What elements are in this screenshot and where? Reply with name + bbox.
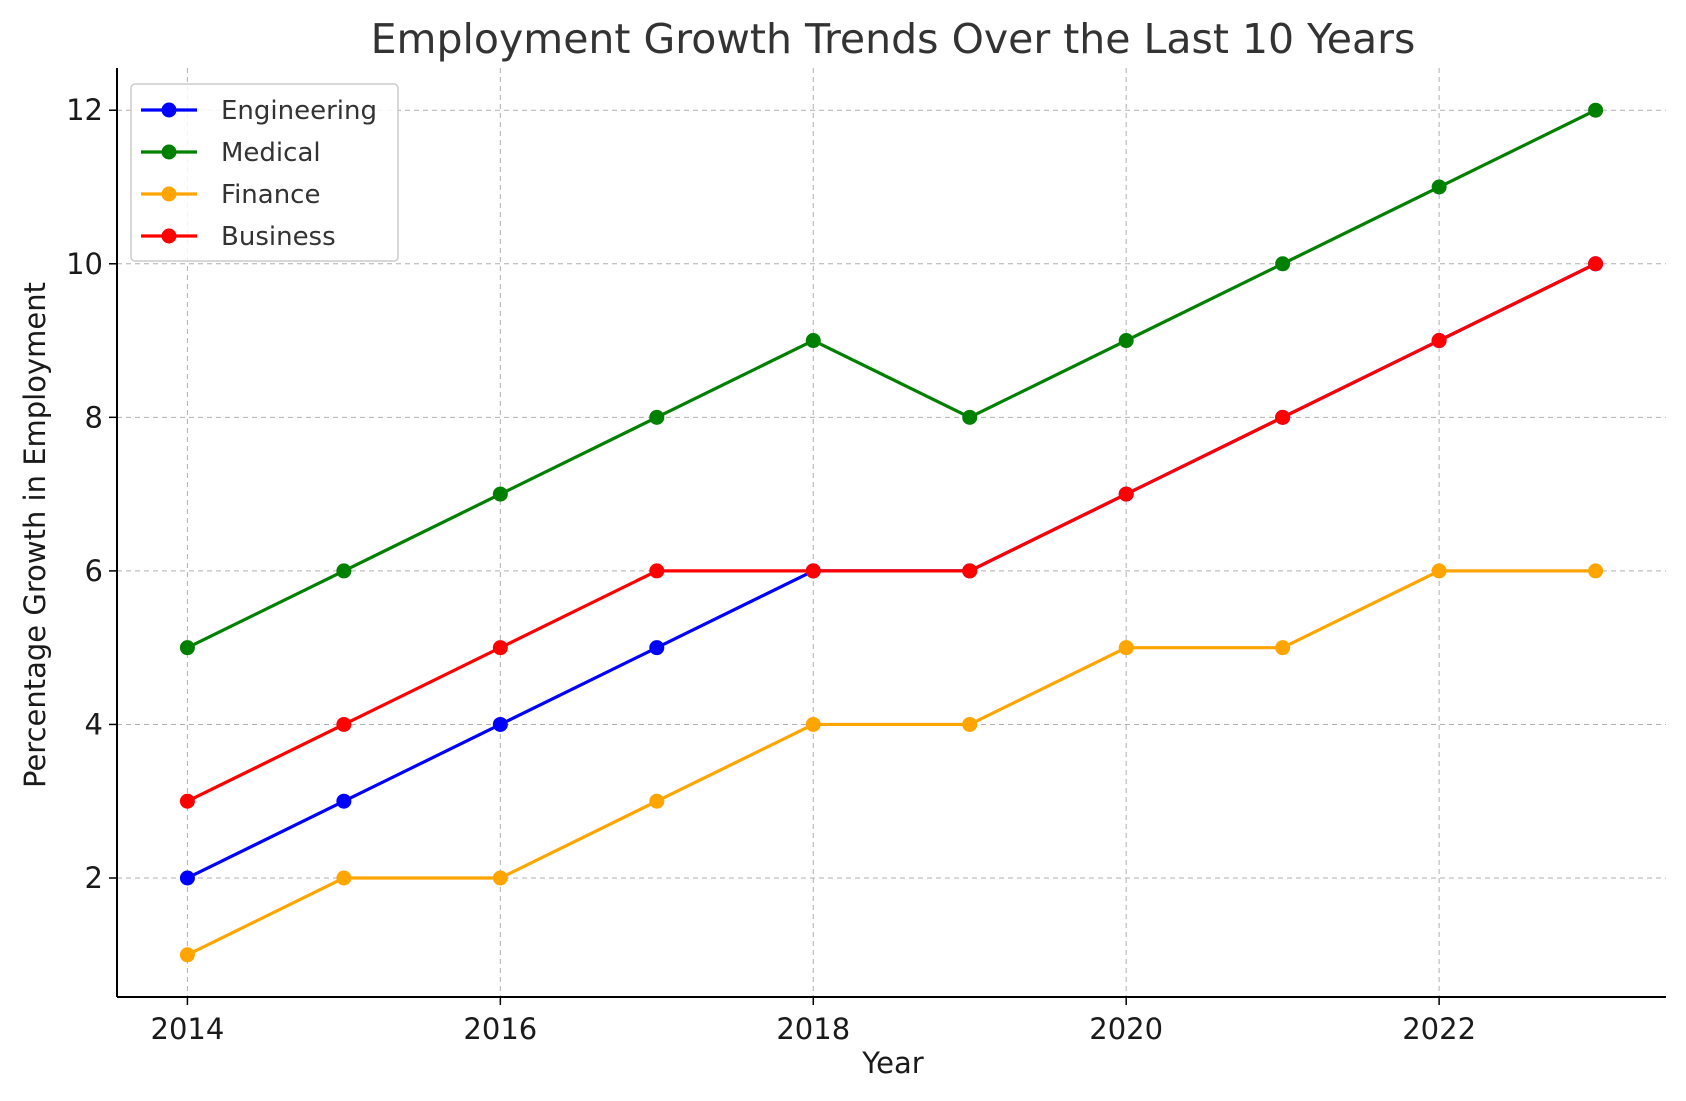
x-tick-label: 2016	[463, 1012, 537, 1046]
data-point	[1275, 409, 1291, 425]
legend: Engineering Medical Finance Business	[130, 83, 399, 262]
data-point	[492, 870, 508, 886]
series-group	[179, 102, 1604, 963]
y-tick-label: 8	[85, 400, 103, 434]
data-point	[649, 409, 665, 425]
data-point	[179, 870, 195, 886]
data-point	[1588, 102, 1604, 118]
axes	[116, 68, 1666, 998]
data-point	[179, 947, 195, 963]
data-point	[179, 640, 195, 656]
series-line	[186, 569, 1596, 957]
series-finance	[179, 563, 1604, 963]
data-point	[805, 333, 821, 349]
legend-item-business: Business	[141, 222, 336, 252]
y-axis-title: Percentage Growth in Employment	[18, 282, 52, 788]
x-tick-label: 2014	[151, 1012, 225, 1046]
legend-swatch-marker	[161, 228, 177, 244]
data-point	[179, 793, 195, 809]
data-point	[805, 716, 821, 732]
data-point	[649, 640, 665, 656]
data-point	[492, 716, 508, 732]
data-point	[1118, 486, 1134, 502]
chart-title: Employment Growth Trends Over the Last 1…	[371, 15, 1416, 63]
y-tick-label: 10	[66, 247, 103, 281]
data-point	[649, 563, 665, 579]
data-point	[1275, 640, 1291, 656]
y-tick-label: 4	[85, 707, 103, 741]
data-point	[1588, 256, 1604, 272]
data-point	[1431, 333, 1447, 349]
data-point	[1118, 333, 1134, 349]
data-point	[492, 486, 508, 502]
y-axis-ticks: 2 4 6 8 10 12	[66, 93, 117, 895]
x-tick-label: 2018	[776, 1012, 850, 1046]
data-point	[336, 793, 352, 809]
legend-label: Engineering	[221, 96, 377, 126]
legend-item-finance: Finance	[141, 180, 320, 210]
legend-item-medical: Medical	[141, 138, 321, 168]
data-point	[649, 793, 665, 809]
legend-box	[130, 83, 399, 262]
data-point	[805, 563, 821, 579]
data-point	[1275, 256, 1291, 272]
data-point	[336, 563, 352, 579]
legend-swatch-marker	[161, 186, 177, 202]
data-point	[962, 716, 978, 732]
data-point	[336, 716, 352, 732]
legend-label: Medical	[221, 138, 321, 168]
y-tick-label: 2	[85, 861, 103, 895]
legend-swatch-marker	[161, 102, 177, 118]
y-tick-label: 12	[66, 93, 103, 127]
x-axis-title: Year	[861, 1046, 923, 1080]
data-point	[492, 640, 508, 656]
x-tick-label: 2020	[1089, 1012, 1163, 1046]
data-point	[1588, 563, 1604, 579]
data-point	[1118, 640, 1134, 656]
data-point	[336, 870, 352, 886]
data-point	[962, 409, 978, 425]
series-line	[186, 108, 1597, 650]
series-medical	[179, 102, 1604, 656]
x-tick-label: 2022	[1402, 1012, 1476, 1046]
data-point	[1431, 179, 1447, 195]
data-point	[1431, 563, 1447, 579]
data-point	[962, 563, 978, 579]
series-business	[179, 256, 1604, 809]
series-line	[186, 262, 1597, 803]
legend-label: Business	[221, 222, 336, 252]
x-axis-ticks: 2014 2016 2018 2020 2022	[151, 997, 1476, 1046]
legend-swatch-marker	[161, 144, 177, 160]
legend-label: Finance	[221, 180, 320, 210]
y-tick-label: 6	[85, 554, 103, 588]
legend-item-engineering: Engineering	[141, 96, 377, 126]
